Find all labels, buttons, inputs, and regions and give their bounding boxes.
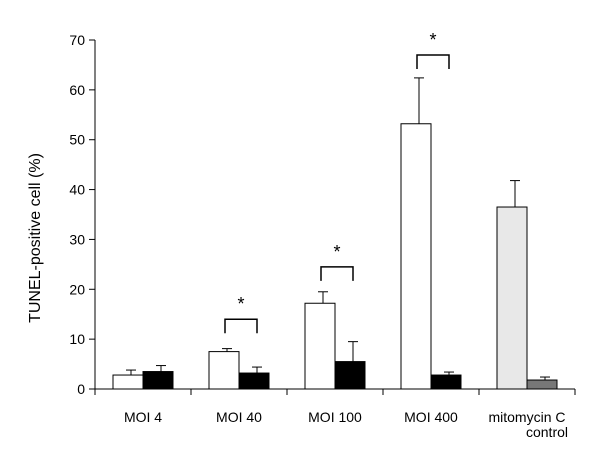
y-tick-label: 60 [69,82,85,98]
category-label: MOI 100 [308,409,362,425]
y-tick-label: 50 [69,132,85,148]
y-tick-label: 40 [69,182,85,198]
significance-bracket [224,318,258,334]
bar-3-a [304,302,336,390]
category-label: MOI 4 [124,409,162,425]
y-tick-label: 0 [77,381,85,397]
bar-1-b [142,371,174,390]
significance-star: * [429,30,436,50]
bar-4-b [430,374,462,390]
category-label: mitomycin C [488,409,565,425]
y-tick-label: 30 [69,231,85,247]
bars-layer [112,77,558,390]
category-label: MOI 400 [404,409,458,425]
y-axis-label: TUNEL-positive cell (%) [27,153,44,323]
significance-star: * [237,294,244,314]
y-tick-label: 10 [69,331,85,347]
significance-bracket [416,54,450,69]
y-axis: 0 10 20 30 40 50 60 70 [69,32,96,397]
bar-2-b [238,372,270,390]
category-label: MOI 40 [216,409,262,425]
significance-layer: * * * [224,30,450,334]
bar-2-a [208,351,240,390]
bar-4-a [400,123,432,390]
bar-3-b [334,361,366,390]
bar-1-a [112,374,144,390]
bar-5-b [526,379,558,390]
x-axis: MOI 4 MOI 40 MOI 100 MOI 400 mitomycin Ccont… [94,388,576,440]
significance-bracket [320,266,354,281]
category-label-line2: control [526,424,568,440]
significance-star: * [333,242,340,262]
bar-5-a [496,206,528,390]
y-tick-label: 20 [69,281,85,297]
y-tick-label: 70 [69,32,85,48]
